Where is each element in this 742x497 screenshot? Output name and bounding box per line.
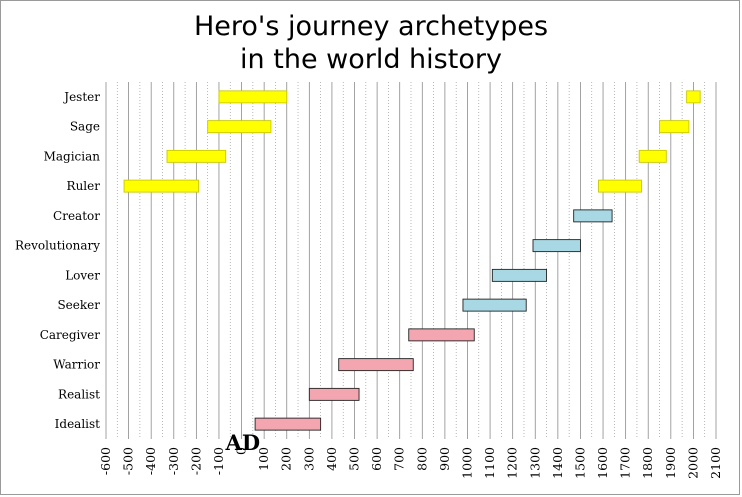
category-label-seeker: Seeker: [57, 298, 100, 312]
x-tick-label: 200: [279, 447, 294, 471]
range-bar-revolutionary: [532, 239, 581, 253]
category-label-caregiver: Caregiver: [40, 328, 101, 342]
category-label-ruler: Ruler: [67, 179, 101, 193]
range-bar-magician: [166, 149, 227, 163]
x-tick-label: 2000: [685, 447, 700, 479]
category-label-warrior: Warrior: [53, 358, 100, 372]
x-tick-label: 900: [437, 447, 452, 471]
x-tick-label: -100: [211, 447, 226, 475]
category-label-realist: Realist: [58, 387, 100, 401]
x-tick-label: 1600: [595, 447, 610, 479]
x-tick-label: 400: [324, 447, 339, 471]
range-bar-creator: [573, 209, 613, 223]
x-tick-label: -600: [98, 447, 113, 475]
range-bar-ruler: [598, 179, 642, 193]
category-label-lover: Lover: [65, 268, 100, 282]
range-bar-sage: [659, 120, 690, 134]
x-tick-label: 2100: [708, 447, 723, 479]
x-tick-label: 800: [414, 447, 429, 471]
category-label-sage: Sage: [70, 120, 100, 134]
range-bar-magician: [638, 149, 667, 163]
x-tick-label: -500: [121, 447, 136, 475]
x-tick-label: 1500: [572, 447, 587, 479]
category-labels: Jester Sage Magician Ruler Creator Revolution…: [15, 90, 100, 431]
category-label-jester: Jester: [62, 90, 100, 104]
x-tick-label: 1300: [527, 447, 542, 479]
range-bar-warrior: [338, 358, 414, 372]
chart-title-line-1: Hero's journey archetypes: [193, 11, 549, 42]
range-bar-jester: [218, 90, 288, 104]
gridlines: [105, 82, 717, 439]
chart-title: Hero's journey archetypes in the world h…: [0, 10, 742, 76]
x-tick-label: -400: [143, 447, 158, 475]
x-tick-label: 1100: [482, 447, 497, 479]
category-label-revolutionary: Revolutionary: [15, 239, 100, 253]
x-tick-label: 1400: [550, 447, 565, 479]
range-bar-sage: [207, 120, 272, 134]
x-tick-label: 1900: [663, 447, 678, 479]
range-bar-lover: [491, 268, 548, 282]
range-bar-ruler: [123, 179, 200, 193]
chart-title-line-2: in the world history: [240, 44, 502, 75]
x-tick-label: 1000: [459, 447, 474, 479]
range-bar-seeker: [462, 298, 527, 312]
x-tick-label: 0: [234, 447, 249, 455]
range-bar-idealist: [254, 417, 322, 431]
category-label-creator: Creator: [53, 209, 100, 223]
category-label-idealist: Idealist: [55, 417, 101, 431]
range-bars: [123, 90, 701, 431]
x-tick-label: 300: [301, 447, 316, 471]
range-bar-caregiver: [408, 328, 475, 342]
x-tick-label: -200: [188, 447, 203, 475]
ad-annotation: AD: [225, 430, 261, 455]
x-tick-label: 500: [347, 447, 362, 471]
x-tick-label: -300: [166, 447, 181, 475]
range-bar-realist: [308, 387, 360, 401]
range-bar-jester: [686, 90, 701, 104]
x-tick-label: 600: [369, 447, 384, 471]
x-tick-labels: -600 -500 -400 -300 -200 -100 0 100 200 300 400 500…: [98, 447, 723, 479]
x-tick-label: 700: [392, 447, 407, 471]
x-tick-label: 1700: [618, 447, 633, 479]
x-tick-label: 100: [256, 447, 271, 471]
x-tick-label: 1800: [640, 447, 655, 479]
x-tick-label: 1200: [505, 447, 520, 479]
category-label-magician: Magician: [44, 149, 101, 163]
